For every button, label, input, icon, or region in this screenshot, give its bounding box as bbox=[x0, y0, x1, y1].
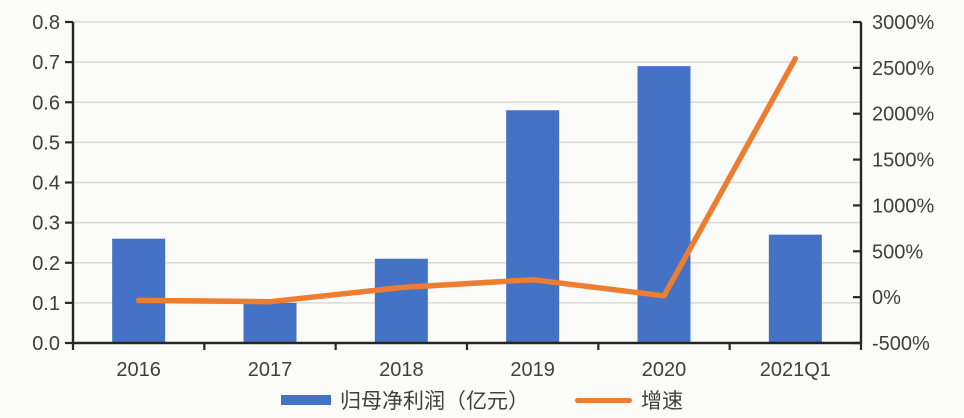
line-series-label: 增速 bbox=[641, 390, 683, 413]
left-axis-tick-label: 0.3 bbox=[32, 213, 60, 235]
line-series-swatch-icon bbox=[575, 397, 632, 403]
bar-2021Q1 bbox=[768, 234, 822, 343]
right-axis-tick-label: 500% bbox=[872, 241, 923, 263]
right-axis-tick-label: 0% bbox=[872, 287, 901, 309]
chart-legend: 归母净利润（亿元） 增速 bbox=[0, 385, 964, 415]
x-axis-category-label: 2021Q1 bbox=[760, 359, 831, 381]
right-axis-tick-label: 1500% bbox=[872, 150, 934, 172]
left-axis-tick-label: 0.6 bbox=[32, 92, 60, 114]
left-axis-tick-label: 0.1 bbox=[32, 293, 60, 315]
bar-2018 bbox=[374, 258, 428, 343]
x-axis-category-label: 2019 bbox=[510, 359, 555, 381]
left-axis-tick-label: 0.0 bbox=[32, 333, 60, 355]
bar-series-swatch-icon bbox=[281, 395, 331, 405]
right-axis-tick-label: 3000% bbox=[872, 12, 934, 34]
right-axis-tick-label: 1000% bbox=[872, 195, 934, 217]
left-axis-tick-label: 0.5 bbox=[32, 132, 60, 154]
left-axis-tick-label: 0.7 bbox=[32, 52, 60, 74]
bar-2019 bbox=[506, 110, 560, 344]
bar-2016 bbox=[112, 238, 166, 343]
bar-2020 bbox=[637, 66, 691, 343]
legend-item-net-profit: 归母净利润（亿元） bbox=[281, 385, 529, 415]
bar-2017 bbox=[243, 302, 297, 343]
left-axis-tick-label: 0.4 bbox=[32, 173, 60, 195]
x-axis-category-label: 2020 bbox=[642, 359, 687, 381]
right-axis-tick-label: 2000% bbox=[872, 104, 934, 126]
x-axis-category-label: 2016 bbox=[116, 359, 161, 381]
right-axis-tick-label: -500% bbox=[872, 333, 930, 355]
growth-line bbox=[135, 55, 799, 305]
bar-series-label: 归母净利润（亿元） bbox=[340, 390, 529, 413]
x-axis-category-label: 2018 bbox=[379, 359, 424, 381]
left-axis-tick-label: 0.2 bbox=[32, 253, 60, 275]
x-axis-category-label: 2017 bbox=[248, 359, 293, 381]
left-axis-tick-label: 0.8 bbox=[32, 12, 60, 34]
legend-item-growth: 增速 bbox=[575, 385, 683, 415]
right-axis-tick-label: 2500% bbox=[872, 58, 934, 80]
